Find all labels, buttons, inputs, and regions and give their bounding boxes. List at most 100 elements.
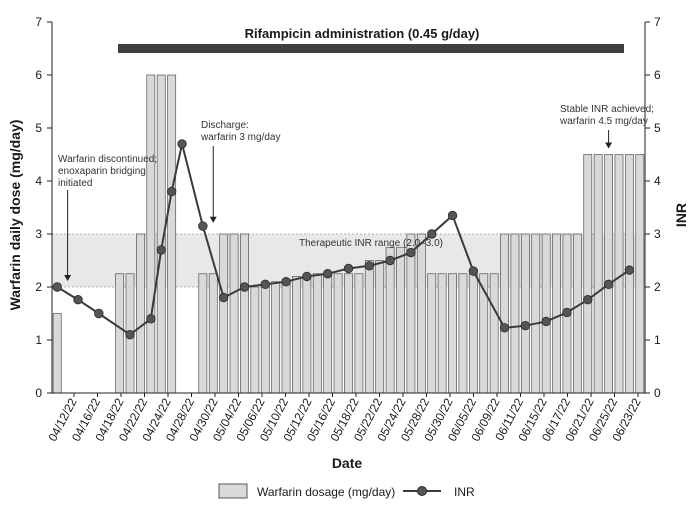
inr-point (364, 261, 375, 271)
annotation-layer: Warfarin discontinued;enoxaparin bridgin… (58, 104, 654, 281)
annotation-text: warfarin 3 mg/day (200, 132, 280, 143)
dose-bar (52, 313, 62, 394)
dose-bar (136, 233, 145, 394)
annotation-text: warfarin 4.5 mg/day (559, 116, 648, 127)
dose-bar (396, 246, 405, 394)
dose-bar (531, 233, 541, 394)
dose-bar (572, 233, 582, 394)
annotation-arrowhead (605, 142, 613, 149)
inr-point (447, 210, 458, 221)
dose-bar (219, 233, 229, 394)
inr-point (177, 139, 187, 149)
legend-line-marker (417, 486, 427, 496)
y-tick-label-left: 4 (35, 174, 42, 188)
dose-bar (354, 273, 364, 394)
dose-bar (375, 260, 385, 394)
annotation-text: Warfarin discontinued; (58, 154, 157, 165)
legend-bar-label: Warfarin dosage (mg/day) (257, 485, 395, 499)
inr-point (239, 282, 250, 292)
rifampicin-bar (118, 44, 624, 53)
dose-bar (416, 233, 426, 394)
inr-point (541, 316, 551, 327)
inr-point (520, 320, 531, 331)
therapeutic-range-label: Therapeutic INR range (2.0–3.0) (299, 238, 443, 249)
y-tick-label-right: 6 (654, 68, 661, 82)
dose-bar (437, 273, 447, 394)
legend-bar-swatch (218, 483, 248, 499)
dose-bar (260, 286, 270, 394)
dose-bar (520, 233, 530, 394)
inr-point (343, 263, 354, 274)
banner-label: Rifampicin administration (0.45 g/day) (245, 26, 480, 41)
dose-bar (614, 154, 624, 394)
annotation-text: enoxaparin bridging (58, 166, 146, 177)
inr-point (385, 255, 395, 266)
dose-bar (427, 273, 437, 394)
dose-bar (281, 281, 291, 394)
dose-bar (229, 233, 239, 394)
dose-bar (448, 273, 457, 394)
inr-point (583, 295, 593, 305)
dose-bar (489, 273, 499, 394)
annotation-text: initiated (58, 178, 92, 189)
inr-point (260, 279, 270, 290)
dose-bar (250, 286, 260, 394)
x-axis-title: Date (332, 455, 363, 471)
inr-point (146, 314, 156, 324)
dose-bar (510, 233, 520, 394)
annotation-text: Discharge: (201, 120, 249, 131)
annotation-arrowhead (64, 275, 72, 281)
y-tick-label-right: 2 (654, 280, 661, 294)
dose-bar (593, 154, 603, 394)
dose-bar (583, 154, 593, 394)
dose-bar (312, 273, 322, 394)
inr-point (468, 266, 479, 276)
inr-point (322, 269, 333, 279)
dose-bar (323, 273, 333, 394)
y-tick-label-right: 1 (654, 333, 661, 347)
inr-point (166, 186, 177, 197)
y-axis-title-left: Warfarin daily dose (mg/day) (7, 120, 23, 311)
inr-point (499, 323, 510, 333)
y-tick-label-left: 3 (35, 227, 42, 241)
y-tick-label-left: 0 (35, 386, 42, 400)
dose-bar (468, 273, 478, 394)
dose-bar (604, 154, 613, 394)
dose-bar (240, 233, 249, 394)
y-tick-label-left: 7 (35, 15, 42, 29)
inr-point (281, 277, 291, 287)
dose-bar (208, 273, 218, 394)
inr-point (73, 295, 83, 305)
y-axis-title-right: INR (673, 203, 689, 227)
dose-bar (271, 281, 281, 394)
dose-bar (292, 276, 301, 394)
dose-bar (115, 273, 125, 394)
y-tick-label-left: 1 (35, 333, 42, 347)
inr-point (624, 265, 635, 275)
dose-bar (500, 233, 509, 394)
y-tick-label-left: 5 (35, 121, 42, 135)
dose-bar (364, 260, 374, 394)
dose-bar (198, 273, 208, 394)
annotation-arrowhead (209, 216, 217, 223)
inr-point (427, 229, 437, 239)
dose-bar (541, 233, 551, 394)
inr-point (603, 279, 614, 290)
dose-bar (458, 273, 468, 394)
dose-bar (552, 233, 561, 394)
dose-bar (333, 273, 343, 394)
inr-point (125, 330, 135, 340)
line-layer (52, 139, 635, 340)
dose-bar (146, 74, 156, 394)
legend: Warfarin dosage (mg/day) INR (218, 483, 475, 499)
annotation-text: Stable INR achieved; (560, 104, 654, 115)
inr-point (198, 221, 208, 231)
inr-point (52, 282, 62, 292)
dose-bar (635, 154, 645, 394)
dose-bar (167, 74, 177, 394)
y-tick-label-right: 3 (654, 227, 661, 241)
inr-point (562, 307, 572, 318)
legend-line-label: INR (454, 485, 475, 499)
dose-bar (406, 233, 416, 394)
